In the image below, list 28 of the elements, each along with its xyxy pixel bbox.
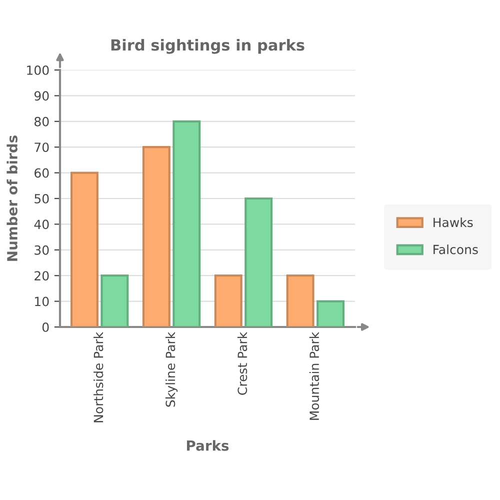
x-tick-label: Mountain Park bbox=[309, 332, 320, 420]
y-tick-label: 10 bbox=[35, 296, 49, 306]
x-axis-title: Parks bbox=[187, 440, 229, 451]
bar bbox=[70, 172, 98, 327]
x-tick-label: Skyline Park bbox=[165, 332, 178, 407]
x-tick-label: Northside Park bbox=[94, 332, 104, 422]
chart-title: Bird sightings in parks bbox=[111, 38, 304, 54]
bar bbox=[214, 274, 242, 327]
x-tick-label: Crest Park bbox=[237, 332, 248, 395]
bar bbox=[244, 197, 273, 327]
y-tick-label: 70 bbox=[34, 142, 49, 152]
bar bbox=[172, 120, 201, 327]
y-tick-label: 50 bbox=[34, 194, 49, 204]
bar bbox=[142, 146, 170, 327]
bar bbox=[316, 300, 345, 327]
y-tick-label: 60 bbox=[34, 168, 49, 178]
legend-label: Hawks bbox=[434, 217, 473, 228]
y-axis-title: Number of birds bbox=[6, 136, 18, 261]
y-tick-label: 30 bbox=[34, 245, 49, 255]
y-tick-label: 40 bbox=[34, 220, 49, 230]
y-tick-label: 0 bbox=[42, 322, 49, 332]
y-tick-label: 80 bbox=[34, 116, 49, 126]
y-tick-label: 20 bbox=[34, 271, 49, 281]
bar bbox=[286, 274, 314, 327]
bar bbox=[100, 274, 129, 327]
y-tick-label: 100 bbox=[27, 65, 49, 75]
y-tick-label: 90 bbox=[34, 91, 49, 101]
legend-label: Falcons bbox=[434, 244, 478, 254]
